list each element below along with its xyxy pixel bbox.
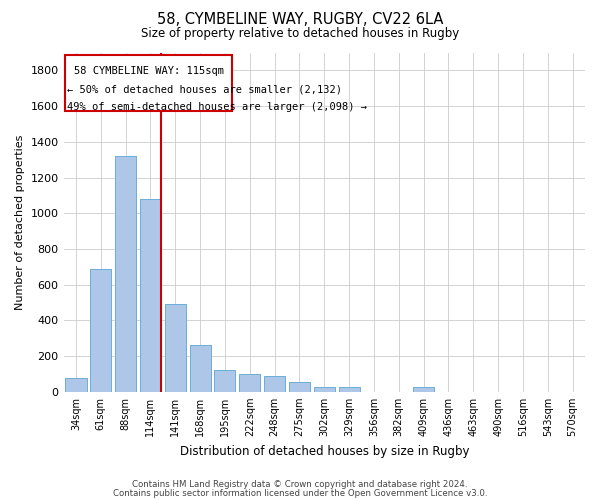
- Bar: [140, 199, 161, 392]
- Bar: [264, 376, 285, 392]
- Text: ← 50% of detached houses are smaller (2,132): ← 50% of detached houses are smaller (2,…: [67, 84, 342, 94]
- Text: 49% of semi-detached houses are larger (2,098) →: 49% of semi-detached houses are larger (…: [67, 102, 367, 112]
- Text: Contains HM Land Registry data © Crown copyright and database right 2024.: Contains HM Land Registry data © Crown c…: [132, 480, 468, 489]
- Bar: [338, 388, 359, 392]
- Bar: [65, 55, 232, 112]
- Text: Contains public sector information licensed under the Open Government Licence v3: Contains public sector information licen…: [113, 488, 487, 498]
- Bar: [90, 268, 112, 392]
- X-axis label: Distribution of detached houses by size in Rugby: Distribution of detached houses by size …: [179, 444, 469, 458]
- Bar: [65, 378, 86, 392]
- Text: Size of property relative to detached houses in Rugby: Size of property relative to detached ho…: [141, 28, 459, 40]
- Bar: [239, 374, 260, 392]
- Bar: [214, 370, 235, 392]
- Y-axis label: Number of detached properties: Number of detached properties: [15, 134, 25, 310]
- Text: 58, CYMBELINE WAY, RUGBY, CV22 6LA: 58, CYMBELINE WAY, RUGBY, CV22 6LA: [157, 12, 443, 28]
- Bar: [289, 382, 310, 392]
- Bar: [115, 156, 136, 392]
- Bar: [413, 388, 434, 392]
- Bar: [190, 346, 211, 392]
- Bar: [165, 304, 186, 392]
- Bar: [314, 388, 335, 392]
- Text: 58 CYMBELINE WAY: 115sqm: 58 CYMBELINE WAY: 115sqm: [74, 66, 224, 76]
